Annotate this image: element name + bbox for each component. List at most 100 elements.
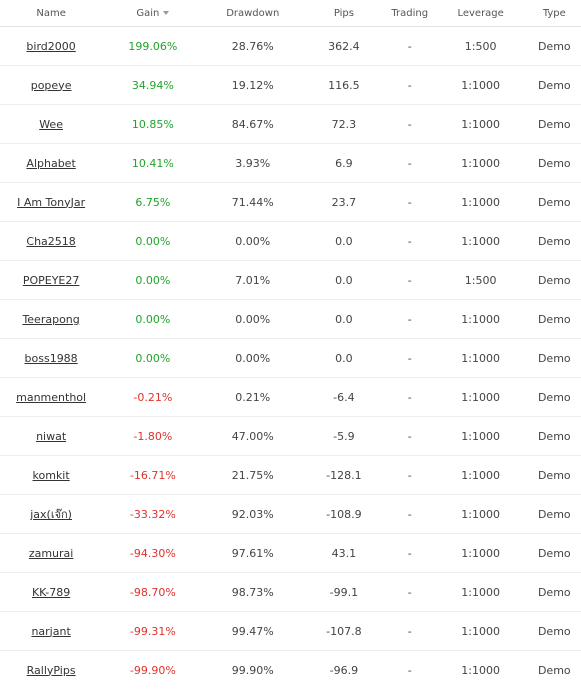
drawdown-cell: 0.00% bbox=[235, 351, 271, 365]
trader-name-cell: bird2000 bbox=[0, 40, 102, 53]
leverage-cell: 1:1000 bbox=[461, 234, 500, 248]
trading-cell: - bbox=[407, 234, 412, 248]
gain-cell: 6.75% bbox=[135, 195, 171, 209]
trading-cell: - bbox=[407, 117, 412, 131]
drawdown-cell: 21.75% bbox=[231, 468, 274, 482]
trader-name-link[interactable]: narjant bbox=[31, 624, 71, 638]
trading-cell: - bbox=[407, 546, 412, 560]
gain-cell: 10.41% bbox=[131, 156, 174, 170]
traders-table: Name Gain Drawdown Pips Trading Leverage… bbox=[0, 7, 581, 677]
leverage-cell: 1:500 bbox=[464, 39, 497, 53]
header-pips[interactable]: Pips bbox=[333, 7, 354, 19]
trader-name-link[interactable]: jax(เจ๊ก) bbox=[30, 508, 72, 521]
trader-name-link[interactable]: popeye bbox=[30, 78, 72, 92]
table-row: KK-789 -98.70% 98.73% -99.1 - 1:1000 Demo bbox=[0, 573, 581, 612]
trading-cell: - bbox=[407, 351, 412, 365]
trader-name-cell: jax(เจ๊ก) bbox=[0, 505, 102, 523]
table-row: Teerapong 0.00% 0.00% 0.0 - 1:1000 Demo bbox=[0, 300, 581, 339]
pips-cell: -108.9 bbox=[326, 507, 362, 521]
trading-cell: - bbox=[407, 663, 412, 677]
leverage-cell: 1:1000 bbox=[461, 195, 500, 209]
leverage-cell: 1:1000 bbox=[461, 468, 500, 482]
trading-cell: - bbox=[407, 195, 412, 209]
type-cell: Demo bbox=[537, 390, 571, 404]
table-body: bird2000 199.06% 28.76% 362.4-1:500 Demo pope… bbox=[0, 27, 581, 689]
trader-name-link[interactable]: zamurai bbox=[28, 546, 74, 560]
gain-cell: -98.70% bbox=[129, 585, 176, 599]
trader-name-cell: Alphabet bbox=[0, 157, 102, 170]
trader-name-link[interactable]: KK-789 bbox=[31, 585, 71, 599]
gain-cell: -99.90% bbox=[129, 663, 176, 677]
trader-name-link[interactable]: bird2000 bbox=[26, 39, 76, 53]
type-cell: Demo bbox=[537, 39, 571, 53]
pips-cell: 362.4 bbox=[328, 39, 360, 53]
trading-cell: - bbox=[407, 507, 412, 521]
trader-name-cell: Teerapong bbox=[0, 313, 102, 326]
trader-name-link[interactable]: I Am TonyJar bbox=[17, 195, 86, 209]
gain-cell: -0.21% bbox=[133, 390, 173, 404]
trader-name-link[interactable]: manmenthol bbox=[16, 390, 87, 404]
header-trading[interactable]: Trading bbox=[391, 7, 429, 19]
table-row: Alphabet 10.41% 3.93% 6.9 - 1:1000 Demo bbox=[0, 144, 581, 183]
trader-name-cell: narjant bbox=[0, 625, 102, 638]
gain-cell: -1.80% bbox=[133, 429, 173, 443]
leverage-cell: 1:1000 bbox=[461, 156, 500, 170]
table-row: bird2000 199.06% 28.76% 362.4 - 1:500 Demo bbox=[0, 27, 581, 66]
pips-cell: -107.8 bbox=[326, 624, 362, 638]
header-drawdown[interactable]: Drawdown bbox=[226, 7, 280, 19]
header-leverage[interactable]: Leverage bbox=[457, 7, 504, 19]
trader-name-link[interactable]: Cha2518 bbox=[26, 234, 76, 248]
trader-name-link[interactable]: Wee bbox=[39, 117, 63, 131]
gain-cell: 0.00% bbox=[135, 234, 171, 248]
trader-name-link[interactable]: Teerapong bbox=[22, 312, 80, 326]
pips-cell: 0.0 bbox=[335, 273, 353, 287]
leverage-cell: 1:1000 bbox=[461, 351, 500, 365]
gain-cell: 10.85% bbox=[131, 117, 174, 131]
type-cell: Demo bbox=[537, 351, 571, 365]
pips-cell: 0.0 bbox=[335, 312, 353, 326]
trader-name-cell: RallyPips bbox=[0, 664, 102, 677]
leverage-cell: 1:1000 bbox=[461, 585, 500, 599]
table-row: zamurai -94.30% 97.61% 43.1 - 1:1000 Demo bbox=[0, 534, 581, 573]
pips-cell: 43.1 bbox=[331, 546, 357, 560]
trading-cell: - bbox=[407, 585, 412, 599]
trader-name-cell: Wee bbox=[0, 118, 102, 131]
type-cell: Demo bbox=[537, 663, 571, 677]
leverage-cell: 1:1000 bbox=[461, 117, 500, 131]
header-gain[interactable]: Gain bbox=[102, 8, 203, 19]
trader-name-cell: POPEYE27 bbox=[0, 274, 102, 287]
pips-cell: -6.4 bbox=[333, 390, 355, 404]
trader-name-cell: I Am TonyJar bbox=[0, 196, 102, 209]
trading-cell: - bbox=[407, 624, 412, 638]
trader-name-link[interactable]: Alphabet bbox=[26, 156, 76, 170]
trading-cell: - bbox=[407, 39, 412, 53]
header-type[interactable]: Type bbox=[542, 7, 566, 19]
pips-cell: -96.9 bbox=[329, 663, 359, 677]
pips-cell: 23.7 bbox=[331, 195, 357, 209]
trader-name-link[interactable]: RallyPips bbox=[26, 663, 76, 677]
type-cell: Demo bbox=[537, 624, 571, 638]
table-row: Cha2518 0.00% 0.00% 0.0 - 1:1000 Demo bbox=[0, 222, 581, 261]
trading-cell: - bbox=[407, 429, 412, 443]
trader-name-link[interactable]: niwat bbox=[36, 429, 67, 443]
type-cell: Demo bbox=[537, 312, 571, 326]
trader-name-link[interactable]: boss1988 bbox=[24, 351, 78, 365]
pips-cell: 6.9 bbox=[335, 156, 353, 170]
table-row: boss1988 0.00% 0.00% 0.0 - 1:1000 Demo bbox=[0, 339, 581, 378]
trader-name-cell: zamurai bbox=[0, 547, 102, 560]
table-row: narjant -99.31% 99.47% -107.8 - 1:1000 Demo bbox=[0, 612, 581, 651]
pips-cell: 72.3 bbox=[331, 117, 357, 131]
pips-cell: 0.0 bbox=[335, 351, 353, 365]
type-cell: Demo bbox=[537, 195, 571, 209]
header-name[interactable]: Name bbox=[36, 7, 66, 19]
drawdown-cell: 28.76% bbox=[231, 39, 274, 53]
drawdown-cell: 3.93% bbox=[235, 156, 271, 170]
type-cell: Demo bbox=[537, 78, 571, 92]
type-cell: Demo bbox=[537, 585, 571, 599]
trader-name-link[interactable]: komkit bbox=[32, 468, 70, 482]
trader-name-link[interactable]: POPEYE27 bbox=[22, 273, 80, 287]
table-row: jax(เจ๊ก) -33.32% 92.03% -108.9 - 1:1000 Demo bbox=[0, 495, 581, 534]
drawdown-cell: 47.00% bbox=[231, 429, 274, 443]
trading-cell: - bbox=[407, 273, 412, 287]
drawdown-cell: 7.01% bbox=[235, 273, 271, 287]
